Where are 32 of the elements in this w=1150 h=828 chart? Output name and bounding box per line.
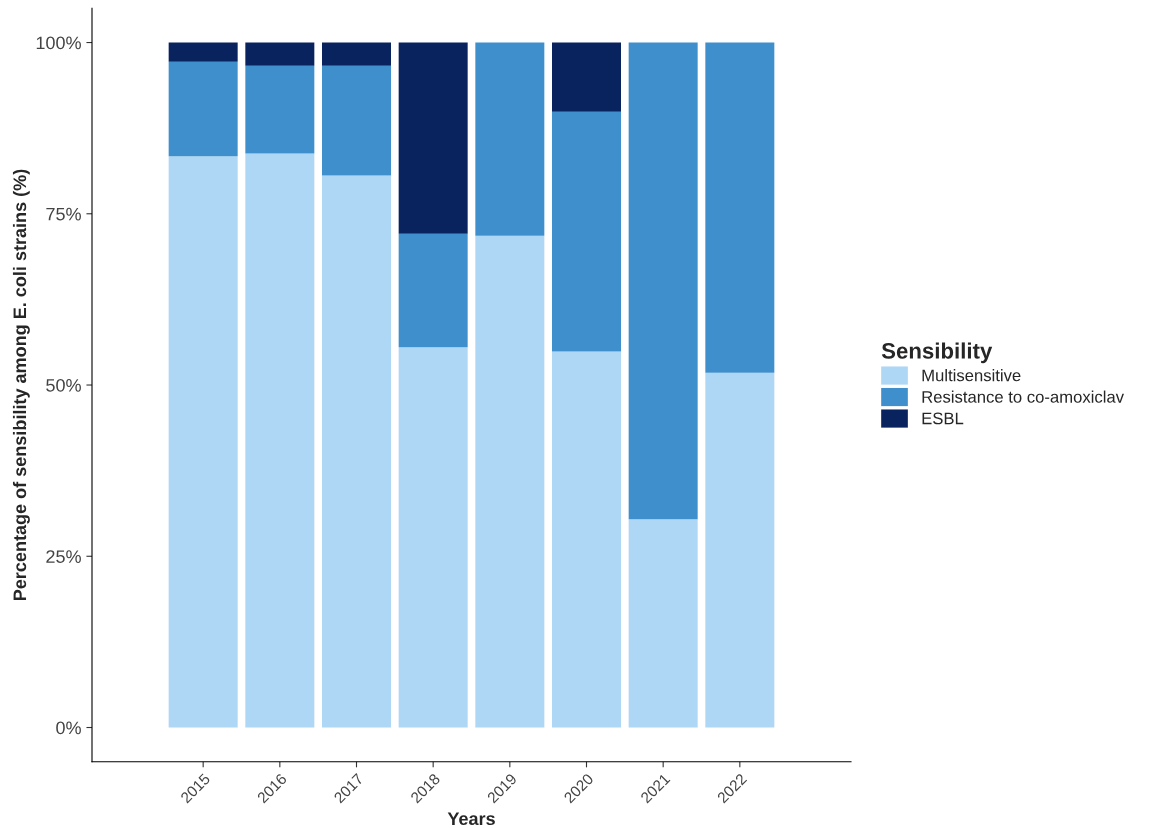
y-tick-label: 50% bbox=[46, 378, 81, 392]
bar bbox=[322, 65, 391, 176]
bar bbox=[628, 519, 698, 728]
bar bbox=[398, 42, 468, 234]
bar bbox=[552, 111, 621, 352]
legend-label: ESBL bbox=[922, 412, 964, 425]
bar bbox=[168, 156, 238, 728]
bar bbox=[705, 372, 775, 728]
y-tick-label: 25% bbox=[46, 550, 81, 563]
legend-label: Multisensitive bbox=[922, 369, 1021, 382]
bar bbox=[475, 235, 545, 728]
bar bbox=[475, 42, 545, 236]
bar bbox=[552, 42, 621, 112]
bar bbox=[705, 42, 775, 373]
bar bbox=[628, 42, 698, 520]
bar bbox=[552, 351, 621, 728]
bar bbox=[245, 65, 315, 154]
bar bbox=[245, 153, 315, 728]
bar bbox=[322, 42, 391, 66]
y-tick-label: 100% bbox=[36, 36, 81, 50]
bar bbox=[245, 42, 315, 66]
y-axis-title: Percentage of sensibility among E. coli strains (%) bbox=[12, 169, 30, 601]
legend-label: Resistance to co-amoxiclav bbox=[922, 390, 1124, 403]
y-tick-label: 0% bbox=[56, 721, 81, 735]
legend-title: Sensibility bbox=[881, 342, 993, 364]
bar bbox=[322, 175, 391, 728]
bar bbox=[398, 233, 468, 348]
bar bbox=[168, 61, 238, 157]
bar bbox=[168, 42, 238, 62]
y-tick-label: 75% bbox=[46, 207, 81, 221]
x-axis-title: Years bbox=[447, 812, 495, 826]
bar bbox=[398, 347, 468, 728]
